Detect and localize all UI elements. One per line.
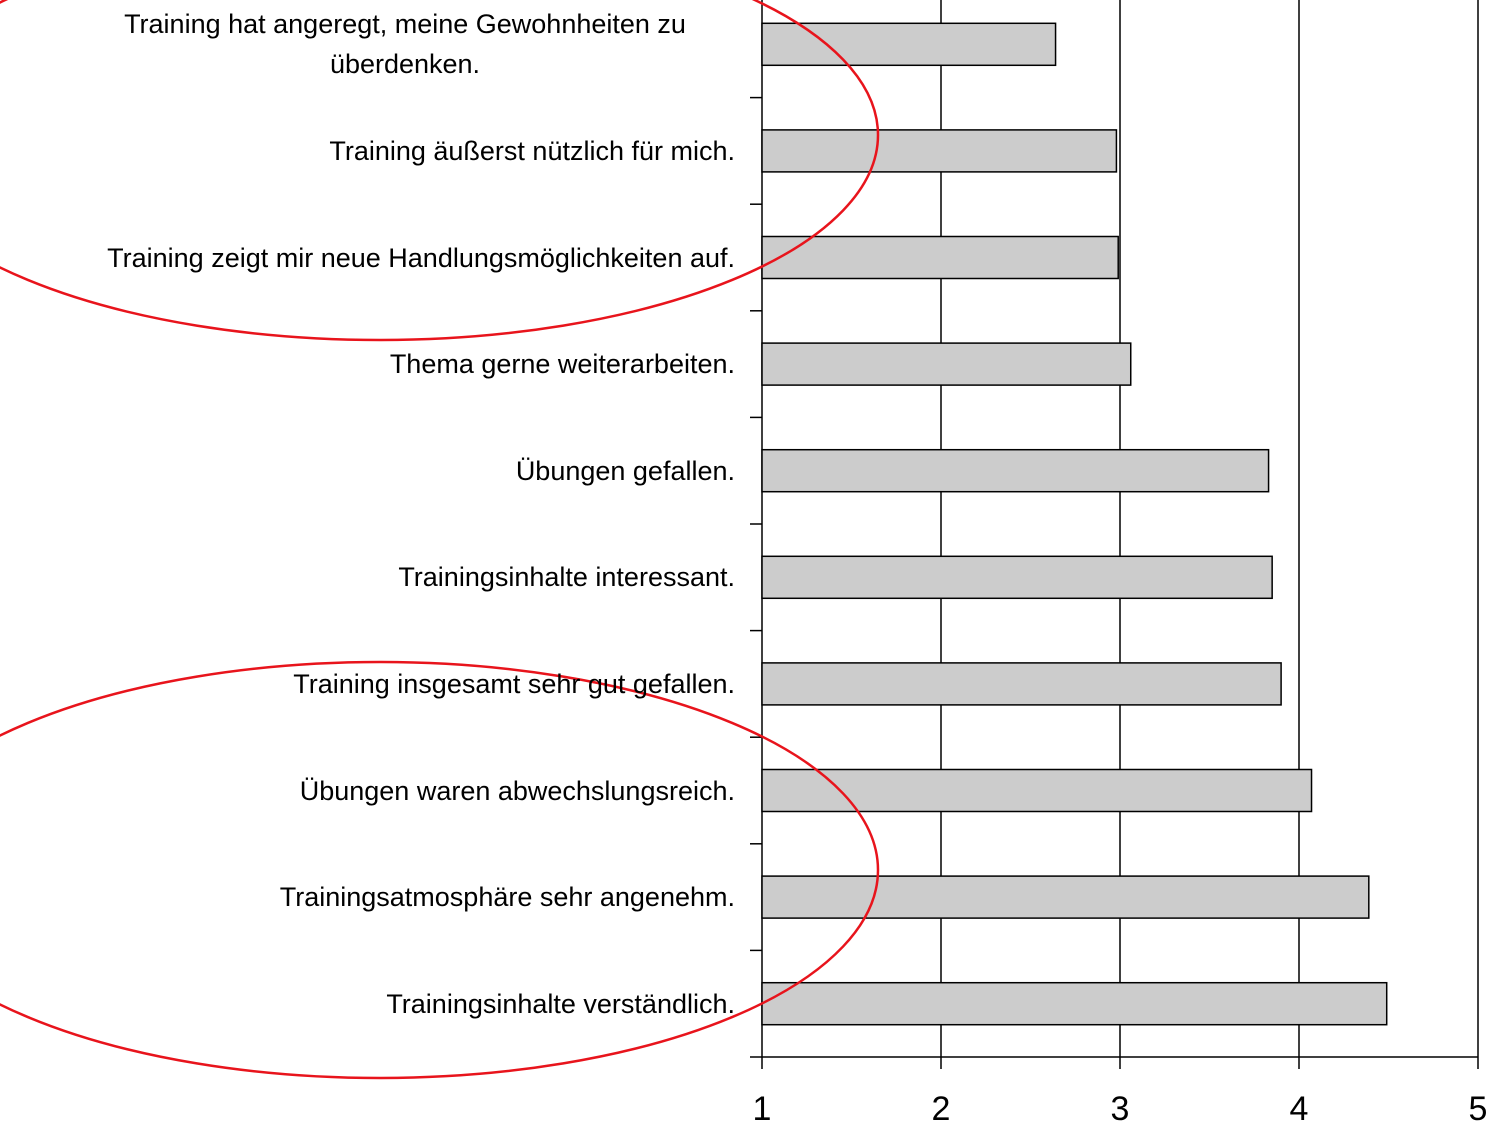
bar [761,981,1388,1026]
y-tick-label: Training insgesamt sehr gut gefallen. [293,668,735,699]
bar [761,875,1370,919]
y-tick-label: Trainingsatmosphäre sehr angenehm. [279,882,735,913]
y-tick-label: Übungen waren abwechslungsreich. [299,775,735,806]
y-tick-label: Übungen gefallen. [515,455,735,486]
y-tick-label: Training äußerst nützlich für mich. [329,135,735,166]
x-tick-label: 2 [932,1090,951,1128]
y-tick-label: Training zeigt mir neue Handlungsmöglich… [107,242,735,273]
y-tick-label: Training hat angeregt, meine Gewohnheite… [124,9,686,80]
x-tick-label: 3 [1111,1090,1130,1128]
y-tick-label: Thema gerne weiterarbeiten. [389,349,735,380]
bar [761,555,1273,600]
bar [761,662,1282,706]
bar [761,129,1118,173]
bar [761,768,1313,813]
y-tick-label: Trainingsinhalte verständlich. [386,988,735,1019]
x-tick-label: 4 [1290,1090,1309,1128]
bar [761,235,1119,280]
x-tick-label: 1 [753,1090,772,1128]
bar [761,342,1132,386]
bar [761,22,1057,67]
y-tick-label: Trainingsinhalte interessant. [398,562,735,593]
x-tick-label: 5 [1469,1090,1488,1128]
bar [761,448,1270,493]
